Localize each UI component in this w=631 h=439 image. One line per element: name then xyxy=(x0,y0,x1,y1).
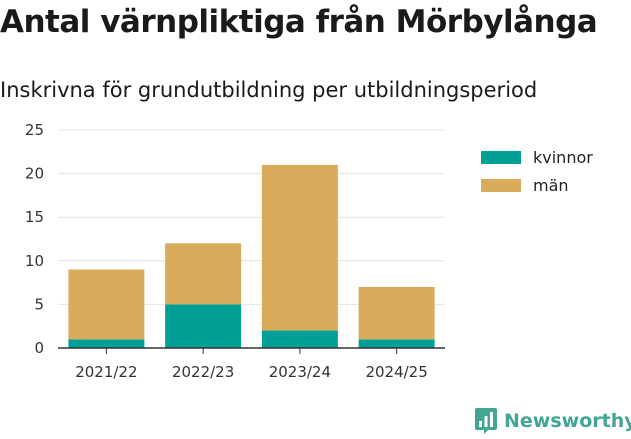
bar-man xyxy=(68,269,145,340)
bar-man xyxy=(165,243,242,305)
bar-man xyxy=(261,164,338,331)
x-tick-label: 2023/24 xyxy=(269,363,331,381)
y-tick-label: 0 xyxy=(34,339,44,357)
newsworthy-logo: Newsworthy xyxy=(474,407,631,435)
bar-kvinnor xyxy=(358,339,435,348)
legend-swatch-kvinnor xyxy=(481,151,521,164)
legend-label-man: män xyxy=(533,176,569,195)
bar-man xyxy=(358,286,435,340)
legend: kvinnor män xyxy=(481,148,593,195)
x-tick-label: 2024/25 xyxy=(365,363,427,381)
newsworthy-logo-text: Newsworthy xyxy=(504,410,631,432)
bar-kvinnor xyxy=(165,304,242,348)
y-tick-label: 10 xyxy=(25,252,44,270)
y-tick-label: 5 xyxy=(34,295,44,313)
x-tick-label: 2021/22 xyxy=(75,363,137,381)
legend-swatch-man xyxy=(481,179,521,192)
bar-kvinnor xyxy=(68,339,145,348)
chart-subtitle: Inskrivna för grundutbildning per utbild… xyxy=(0,78,538,102)
newsworthy-logo-icon xyxy=(475,408,497,434)
bars xyxy=(68,164,435,348)
y-tick-label: 20 xyxy=(25,165,44,183)
x-tick-label: 2022/23 xyxy=(172,363,234,381)
axes: 0 5 10 15 20 25 2021/22 2022/23 2023/24 2024/25 xyxy=(25,121,445,381)
chart-title: Antal värnpliktiga från Mörbylånga xyxy=(0,4,598,40)
y-tick-label: 15 xyxy=(25,208,44,226)
y-tick-label: 25 xyxy=(25,121,44,139)
legend-label-kvinnor: kvinnor xyxy=(533,148,593,167)
bar-kvinnor xyxy=(261,330,338,348)
